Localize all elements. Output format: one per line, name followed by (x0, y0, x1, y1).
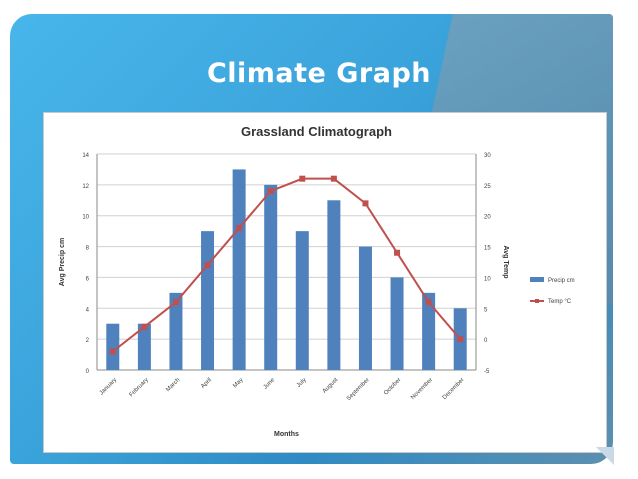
y2-tick-label: 5 (484, 307, 488, 313)
temp-point (457, 336, 464, 343)
y2-tick-label: 15 (484, 246, 491, 252)
x-tick-label: October (383, 377, 402, 396)
precip-bar (106, 323, 120, 370)
y2-tick-label: 20 (484, 215, 491, 221)
y-tick-label: 12 (82, 184, 89, 190)
y2-tick-label: -5 (484, 369, 490, 375)
y-tick-label: 8 (86, 246, 90, 252)
y2-tick-label: 25 (484, 184, 491, 190)
temp-point (172, 299, 179, 306)
temp-point (236, 225, 243, 232)
x-tick-label: March (165, 377, 181, 393)
temp-line (112, 177, 461, 353)
x-tick-label: September (346, 377, 371, 402)
precip-bar (295, 231, 309, 370)
temp-point (109, 348, 116, 355)
temp-point (267, 188, 274, 195)
climatograph-chart: Grassland Climatograph 0 2 4 6 8 10 12 14 -5 0 5 10 1… (59, 124, 575, 438)
y-tick-label: 4 (86, 307, 90, 313)
x-axis-title: Months (274, 431, 299, 438)
precip-bar (201, 231, 215, 370)
x-tick-label: August (322, 377, 340, 395)
legend-label-temp: Temp °C (548, 299, 572, 305)
x-tick-label: December (442, 377, 466, 401)
precip-bar (137, 323, 151, 370)
y-tick-label: 10 (82, 215, 89, 221)
x-tick-label: June (263, 377, 277, 391)
legend-label-precip: Precip cm (548, 278, 575, 284)
legend-marker-temp (535, 299, 539, 303)
chart-title: Grassland Climatograph (241, 124, 392, 139)
slide-title: Climate Graph (206, 58, 432, 89)
y2-tick-label: 30 (484, 153, 491, 159)
y2-tick-label: 10 (484, 276, 491, 282)
precip-bar (327, 200, 341, 370)
legend-swatch-precip (530, 277, 544, 282)
temp-point (141, 323, 148, 330)
temp-point (299, 175, 306, 182)
y2-tick-label: 0 (484, 338, 488, 344)
x-tick-label: May (232, 377, 244, 389)
x-tick-label: January (99, 377, 118, 396)
precip-bar (390, 277, 404, 370)
precip-bar (358, 246, 372, 370)
x-tick-label: July (296, 377, 308, 389)
temp-point (425, 299, 432, 306)
y-tick-label: 0 (86, 369, 90, 375)
y-tick-label: 14 (82, 153, 89, 159)
temp-point (204, 262, 211, 269)
precip-bar (422, 292, 436, 370)
y-tick-label: 2 (86, 338, 90, 344)
y-tick-label: 6 (86, 276, 90, 282)
temp-point (394, 249, 401, 256)
x-tick-label: February (129, 377, 150, 398)
precip-bar (232, 169, 246, 370)
temp-point (362, 200, 369, 207)
page-curl (596, 447, 614, 465)
chart-frame: Grassland Climatograph 0 2 4 6 8 10 12 14 -5 0 5 10 1… (43, 112, 607, 453)
x-tick-label: November (410, 377, 434, 401)
y-axis-title: Avg Precip cm (59, 238, 66, 286)
temp-point (330, 175, 337, 182)
y2-axis-title: Avg Temp (502, 245, 509, 278)
precip-bar (169, 292, 183, 370)
x-tick-label: April (200, 377, 213, 390)
precip-bar (264, 184, 278, 370)
